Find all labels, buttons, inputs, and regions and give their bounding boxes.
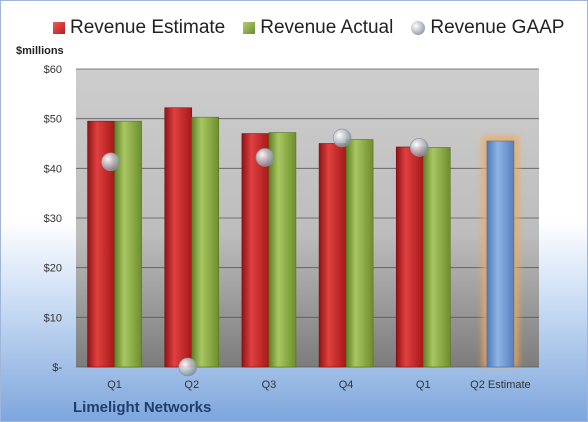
x-tick-label: Q3 bbox=[262, 379, 277, 391]
point-revenue-gaap bbox=[101, 152, 120, 172]
y-tick-label: $60 bbox=[44, 64, 62, 76]
y-tick-label: $30 bbox=[44, 213, 62, 225]
bar-revenue-estimate bbox=[318, 143, 347, 368]
legend-item-estimate: Revenue Estimate bbox=[53, 17, 225, 39]
bar-revenue-actual bbox=[191, 116, 220, 368]
legend-label-gaap: Revenue GAAP bbox=[430, 17, 565, 38]
x-tick-label: Q4 bbox=[339, 379, 354, 391]
bar-revenue-actual bbox=[268, 132, 297, 368]
y-tick-label: $50 bbox=[44, 114, 62, 126]
bar-revenue-estimate bbox=[395, 146, 424, 368]
y-axis-unit-label: $millions bbox=[16, 45, 64, 57]
legend-item-gaap: Revenue GAAP bbox=[411, 17, 564, 39]
x-tick-label: Q2 bbox=[184, 379, 199, 391]
legend-swatch-actual bbox=[243, 22, 256, 34]
point-revenue-gaap bbox=[409, 138, 429, 157]
legend-label-actual: Revenue Actual bbox=[260, 17, 394, 38]
legend-swatch-estimate bbox=[53, 22, 65, 34]
company-name: Limelight Networks bbox=[73, 399, 212, 416]
y-tick-label: $20 bbox=[44, 263, 62, 275]
bar-revenue-estimate bbox=[241, 133, 270, 368]
point-revenue-gaap bbox=[178, 357, 198, 377]
point-revenue-gaap bbox=[255, 148, 275, 167]
x-tick-label: Q1 bbox=[107, 379, 122, 391]
legend-swatch-gaap bbox=[411, 21, 426, 35]
y-tick-label: $40 bbox=[44, 163, 62, 175]
legend-label-estimate: Revenue Estimate bbox=[70, 17, 226, 38]
y-tick-label: $- bbox=[52, 362, 62, 374]
y-tick-label: $10 bbox=[44, 312, 62, 324]
legend-item-actual: Revenue Actual bbox=[243, 17, 393, 39]
bar-revenue-estimate bbox=[164, 107, 193, 368]
bar-revenue-estimate bbox=[486, 140, 515, 368]
x-tick-label: Q1 bbox=[416, 379, 431, 391]
bar-revenue-actual bbox=[345, 139, 374, 368]
chart-legend: Revenue Estimate Revenue Actual Revenue … bbox=[53, 17, 582, 39]
x-tick-label: Q2 Estimate bbox=[470, 379, 531, 391]
bar-revenue-actual bbox=[422, 147, 451, 368]
point-revenue-gaap bbox=[332, 128, 352, 148]
